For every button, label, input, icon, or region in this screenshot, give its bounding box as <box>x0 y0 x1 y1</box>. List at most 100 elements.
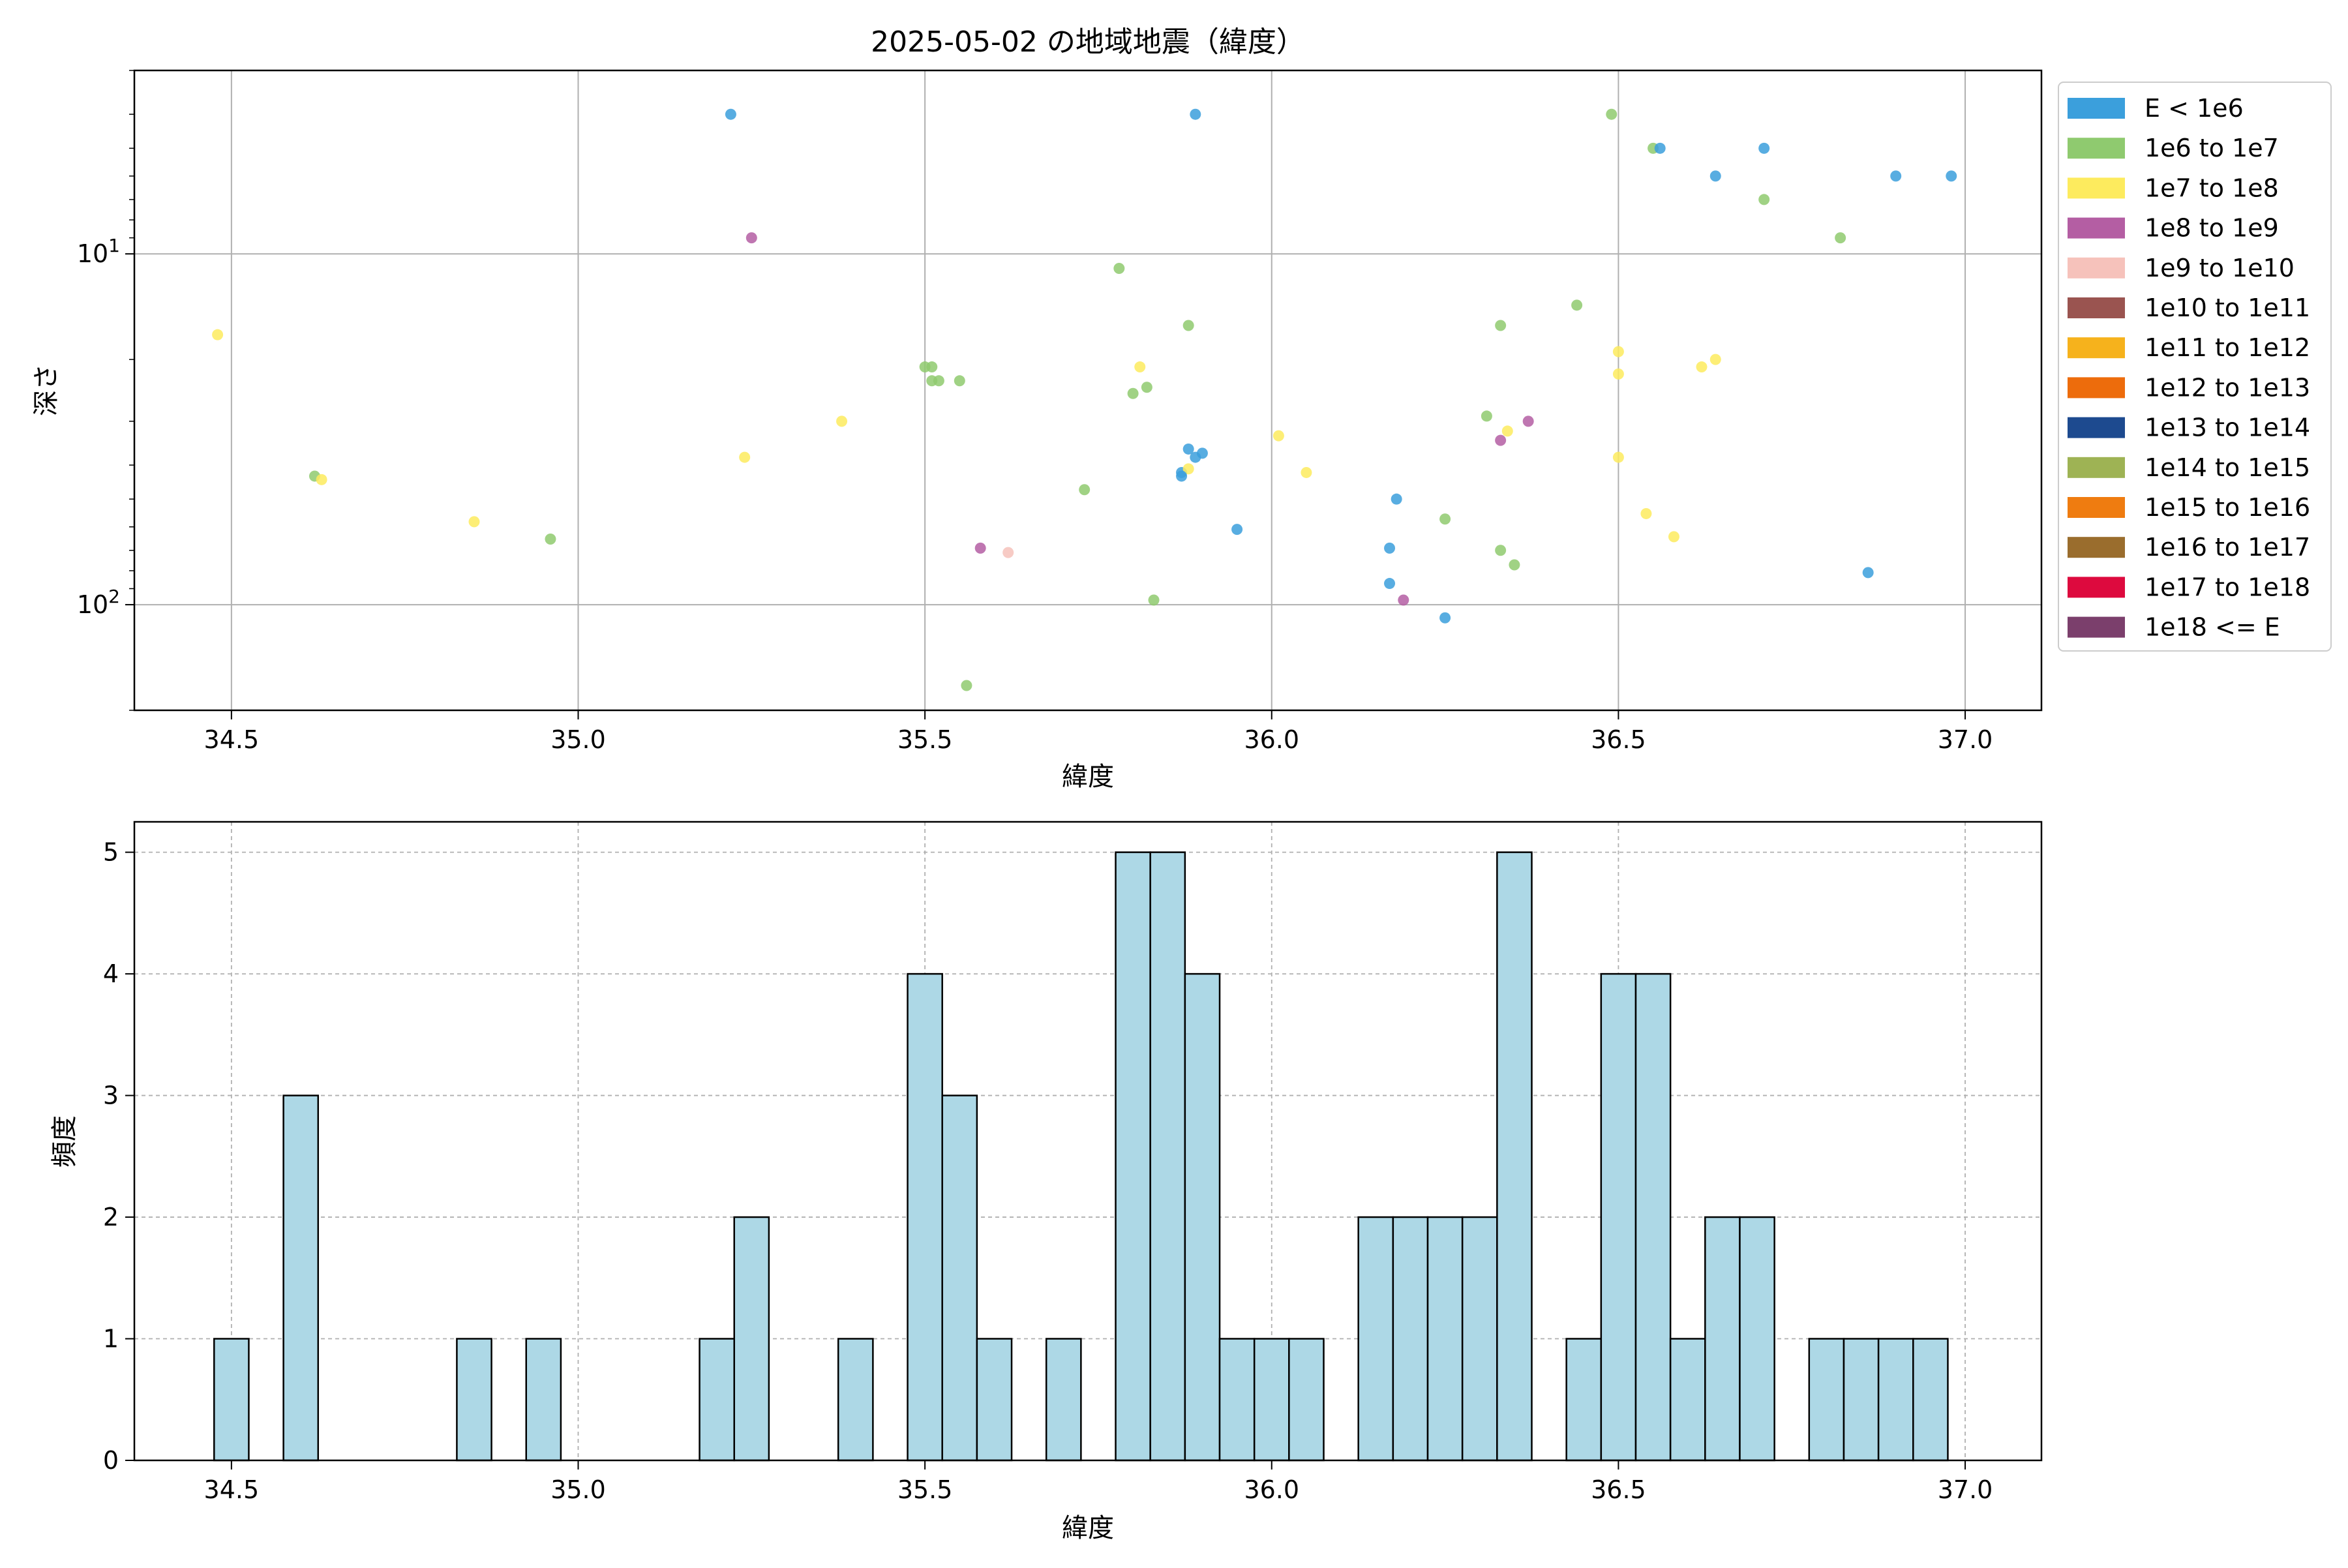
scatter-point <box>1190 108 1201 120</box>
histogram-bar <box>1565 1338 1603 1462</box>
scatter-point <box>1890 170 1902 182</box>
histogram-x-tick-label: 35.0 <box>550 1475 606 1504</box>
histogram-bar <box>456 1338 492 1462</box>
scatter-point <box>725 108 736 120</box>
histogram-bar <box>1843 1338 1880 1462</box>
legend: E < 1e6 1e6 to 1e7 1e7 to 1e8 1e8 to 1e9 1e9… <box>2058 82 2332 652</box>
scatter-y-tick-label: 102 <box>77 586 120 619</box>
scatter-point <box>1495 545 1507 556</box>
scatter-point <box>1134 361 1146 373</box>
histogram-bar <box>1045 1338 1082 1462</box>
histogram-bar <box>1218 1338 1256 1462</box>
scatter-point <box>961 680 972 691</box>
histogram-bar <box>837 1338 874 1462</box>
scatter-point <box>1182 320 1194 331</box>
scatter-y-axis-label: 深さ <box>31 364 61 416</box>
scatter-point <box>836 415 848 427</box>
scatter-point <box>954 375 965 387</box>
scatter-plot-frame <box>133 69 2043 712</box>
histogram-y-tick-label: 0 <box>103 1446 119 1475</box>
scatter-point <box>1606 108 1618 120</box>
scatter-point <box>1141 382 1152 393</box>
histogram-bar <box>1912 1338 1949 1462</box>
scatter-chart: 2025-05-02 の地域地震（緯度） 34.5 35.0 35.5 36.0 36.… <box>31 25 2332 792</box>
histogram-y-tick-label: 2 <box>103 1203 119 1231</box>
scatter-point <box>1758 194 1770 205</box>
histogram-bar <box>1357 1216 1394 1462</box>
scatter-point <box>1612 451 1624 463</box>
histogram-bar <box>1461 1216 1498 1462</box>
histogram-x-ticks: 34.5 35.0 35.5 36.0 36.5 37.0 <box>204 1460 1993 1504</box>
histogram-bar <box>1115 851 1151 1462</box>
histogram-bar <box>282 1094 320 1462</box>
scatter-point <box>1398 594 1409 606</box>
scatter-y-tick-label: 101 <box>77 235 120 268</box>
scatter-point <box>1571 299 1583 311</box>
legend-item-label: 1e7 to 1e8 <box>2145 173 2279 202</box>
histogram-bar <box>699 1338 735 1462</box>
scatter-point <box>1148 594 1160 606</box>
scatter-point <box>212 329 224 340</box>
scatter-point <box>316 474 327 485</box>
histogram-bar <box>1600 972 1637 1462</box>
scatter-point <box>1709 354 1721 365</box>
histogram-bar <box>941 1094 978 1462</box>
scatter-point <box>974 542 986 554</box>
histogram-plot-frame <box>133 821 2043 1462</box>
legend-item-label: 1e13 to 1e14 <box>2145 414 2310 442</box>
scatter-point <box>926 361 938 373</box>
histogram-bar <box>1149 851 1186 1462</box>
scatter-point <box>1481 410 1492 422</box>
scatter-point <box>468 516 480 528</box>
legend-box <box>2058 82 2332 652</box>
scatter-points <box>212 108 1957 691</box>
legend-item-label: 1e15 to 1e16 <box>2145 493 2310 522</box>
legend-item-label: 1e12 to 1e13 <box>2145 373 2310 402</box>
legend-swatch <box>2068 297 2125 318</box>
legend-swatch <box>2068 257 2125 279</box>
scatter-point <box>1182 443 1194 455</box>
scatter-x-tick-label: 36.5 <box>1591 725 1646 754</box>
histogram-y-ticks: 0 1 2 3 4 5 <box>103 838 134 1475</box>
legend-swatch <box>2068 497 2125 518</box>
histogram-x-tick-label: 34.5 <box>204 1475 260 1504</box>
scatter-point <box>1612 368 1624 380</box>
scatter-point <box>1654 142 1666 154</box>
histogram-y-tick-label: 3 <box>103 1081 119 1110</box>
legend-item-label: 1e11 to 1e12 <box>2145 333 2310 362</box>
scatter-x-tick-label: 35.0 <box>550 725 606 754</box>
scatter-x-tick-label: 34.5 <box>204 725 260 754</box>
legend-item-label: 1e18 <= E <box>2145 613 2280 642</box>
scatter-point <box>1862 567 1874 579</box>
histogram-y-tick-label: 1 <box>103 1325 119 1353</box>
scatter-grid <box>134 70 2041 710</box>
histogram-bar <box>1634 972 1672 1462</box>
histogram-y-axis-label: 頻度 <box>50 1115 80 1168</box>
legend-swatch <box>2068 337 2125 359</box>
scatter-x-tick-label: 37.0 <box>1938 725 1993 754</box>
scatter-point <box>1190 451 1201 463</box>
legend-swatch <box>2068 98 2125 119</box>
scatter-point <box>1301 466 1312 478</box>
scatter-point <box>1272 430 1284 442</box>
histogram-bar <box>1288 1338 1325 1462</box>
histogram-chart: 34.5 35.0 35.5 36.0 36.5 37.0 0 1 2 3 4 5 緯度 頻度 <box>50 821 2043 1543</box>
legend-swatch <box>2068 577 2125 598</box>
histogram-bar <box>1739 1216 1775 1462</box>
histogram-bar <box>1496 851 1533 1462</box>
scatter-point <box>1640 507 1652 519</box>
legend-swatch <box>2068 217 2125 239</box>
scatter-point <box>1384 578 1396 590</box>
scatter-point <box>1079 484 1091 496</box>
histogram-x-tick-label: 37.0 <box>1938 1475 1993 1504</box>
scatter-x-tick-label: 36.0 <box>1244 725 1299 754</box>
chart-title: 2025-05-02 の地域地震（緯度） <box>871 25 1305 59</box>
legend-item-label: 1e8 to 1e9 <box>2145 214 2279 243</box>
legend-swatch <box>2068 417 2125 438</box>
scatter-point <box>1835 232 1846 244</box>
scatter-point <box>1113 262 1125 274</box>
scatter-point <box>1439 513 1451 525</box>
histogram-bars <box>213 851 1949 1462</box>
